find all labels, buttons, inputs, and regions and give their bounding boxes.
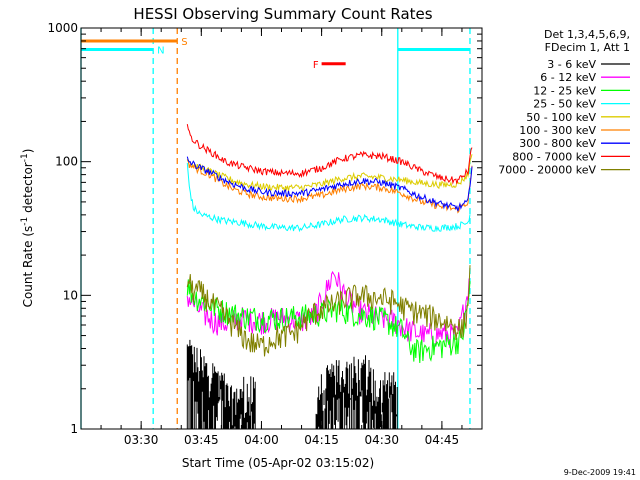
- y-tick-label: 100: [55, 155, 78, 169]
- footer-timestamp: 9-Dec-2009 19:41: [564, 468, 636, 477]
- series-line-300-800-kev: [186, 156, 473, 212]
- x-tick-label: 03:30: [124, 433, 159, 447]
- y-tick-label: 1000: [47, 21, 78, 35]
- legend-entry-label: 300 - 800 keV: [519, 137, 596, 150]
- x-tick-label: 03:45: [184, 433, 219, 447]
- y-tick-label: 10: [63, 288, 78, 302]
- flag-label: S: [181, 37, 187, 48]
- flag-bars: S N F: [81, 37, 470, 71]
- flag-label: F: [313, 60, 319, 71]
- x-tick-label: 04:15: [304, 433, 339, 447]
- legend-entry-label: 7000 - 20000 keV: [498, 164, 596, 177]
- legend-header-line-2: FDecim 1, Att 1: [545, 41, 630, 54]
- axes: 03:30 03:45 04:00 04:15 04:30 04:45 1 10 100 1000: [47, 21, 483, 447]
- vertical-markers: [80, 28, 471, 429]
- series-line-25-50-kev: [186, 162, 471, 233]
- x-tick-label: 04:30: [364, 433, 399, 447]
- legend-entry-label: 6 - 12 keV: [540, 71, 596, 84]
- y-tick-label: 1: [70, 422, 78, 436]
- series-line-12-25-kev: [186, 279, 471, 364]
- legend-entry-label: 25 - 50 keV: [533, 98, 596, 111]
- x-tick-label: 04:00: [244, 433, 279, 447]
- legend: Det 1,3,4,5,6,9, FDecim 1, Att 1 3 - 6 k…: [498, 28, 630, 177]
- y-axis-label: Count Rate (s-1 detector-1): [20, 149, 35, 308]
- series-line-100-300-kev: [187, 159, 473, 214]
- flag-label: N: [157, 46, 164, 57]
- legend-entry-label: 800 - 7000 keV: [512, 150, 596, 163]
- x-axis-label: Start Time (05-Apr-02 03:15:02): [182, 456, 374, 470]
- series-line-800-7000-kev: [186, 124, 473, 185]
- legend-header-line-1: Det 1,3,4,5,6,9,: [544, 28, 630, 41]
- legend-entry-label: 100 - 300 keV: [519, 124, 596, 137]
- legend-entry-label: 12 - 25 keV: [533, 84, 596, 97]
- series-line-3-6-kev: [186, 339, 398, 429]
- series-line-50-100-kev: [186, 154, 473, 192]
- series-layer: [186, 124, 473, 429]
- legend-entry-label: 3 - 6 keV: [547, 58, 596, 71]
- series-line-7000-20000-kev: [186, 265, 471, 357]
- x-tick-label: 04:45: [425, 433, 460, 447]
- chart-title: HESSI Observing Summary Count Rates: [133, 5, 432, 23]
- legend-entry-label: 50 - 100 keV: [526, 111, 596, 124]
